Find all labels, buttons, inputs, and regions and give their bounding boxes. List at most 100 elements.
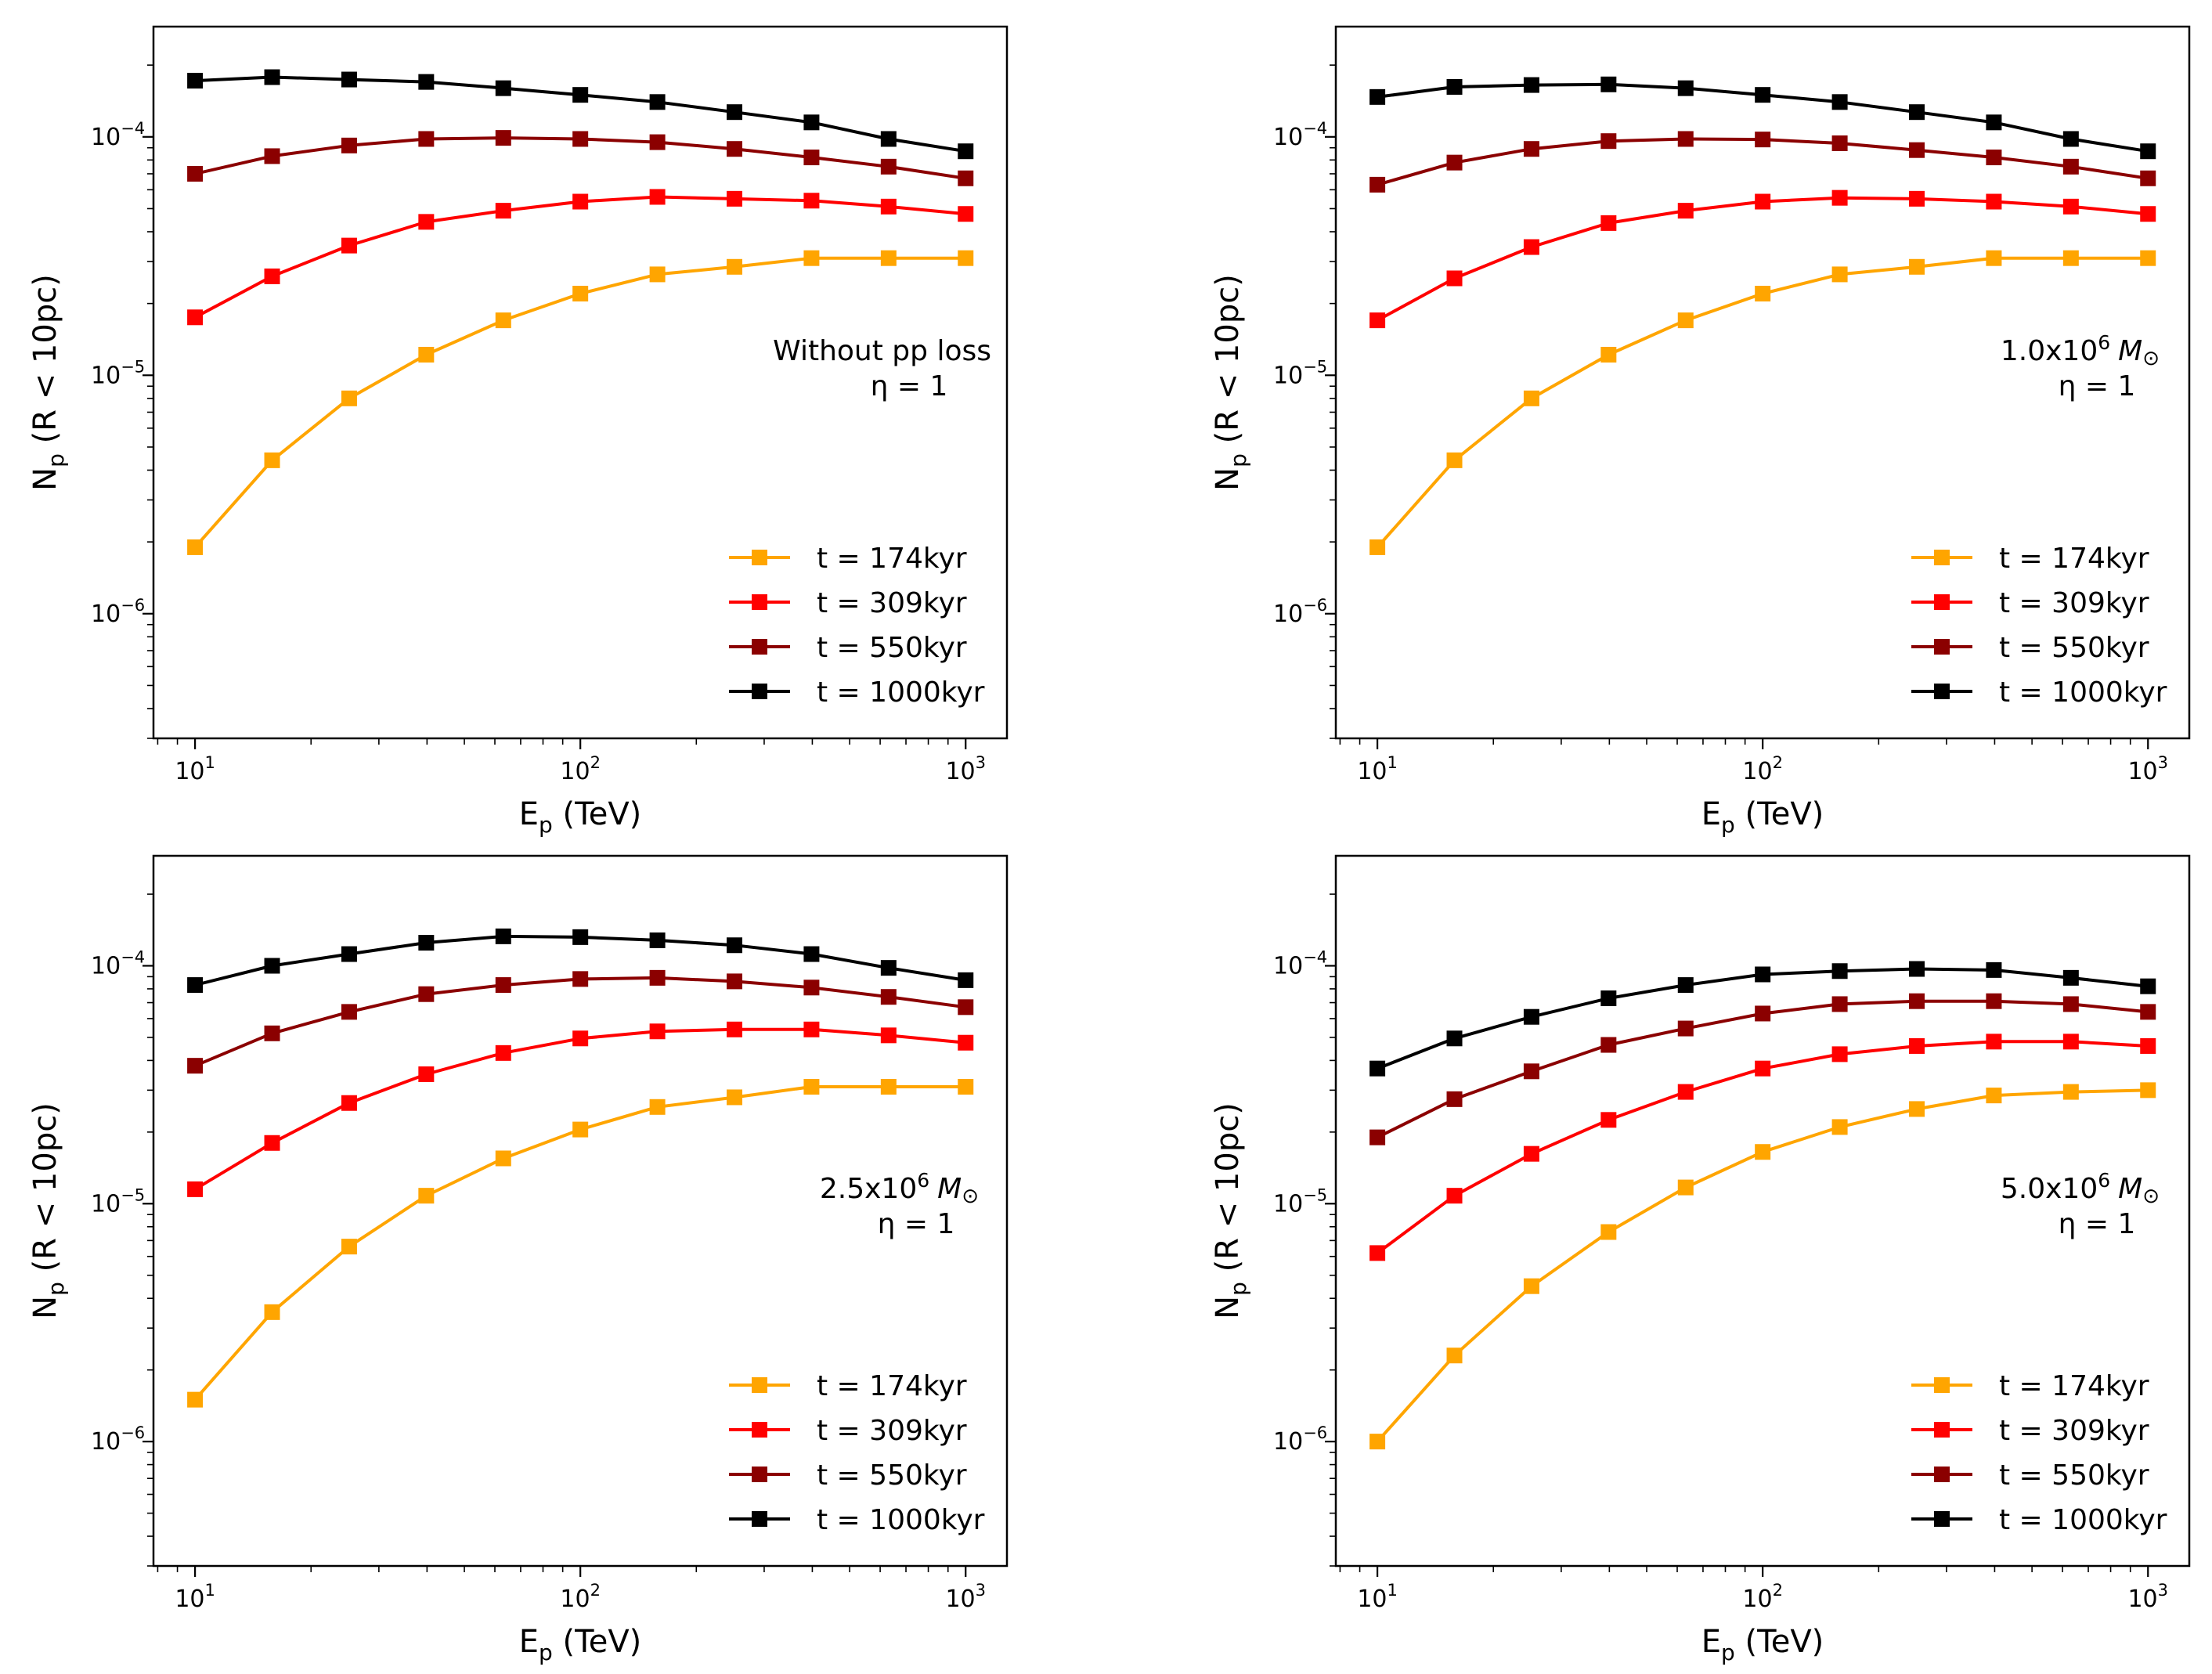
data-point-t550 (341, 1004, 357, 1020)
data-point-t550 (649, 134, 666, 150)
data-point-t174 (1600, 1224, 1617, 1240)
y-tick-label: 10−4 (91, 947, 145, 980)
x-tick-label: 101 (175, 753, 215, 785)
y-axis-label: Np (R < 10pc) (1210, 1102, 1251, 1319)
x-tick-label: 103 (2127, 753, 2168, 785)
data-point-t1000 (495, 80, 511, 96)
legend-marker-t174 (752, 550, 767, 565)
y-tick-label: 10−4 (1273, 119, 1327, 151)
data-point-t550 (264, 1025, 280, 1041)
data-point-t174 (2062, 250, 2079, 266)
y-tick-label: 10−6 (91, 1423, 145, 1456)
data-point-t174 (727, 1089, 743, 1106)
data-point-t174 (880, 250, 897, 266)
legend-marker-t309 (1934, 594, 1950, 610)
legend-label: t = 309kyr (1999, 587, 2149, 619)
legend-marker-t309 (752, 1422, 767, 1438)
data-point-t550 (880, 989, 897, 1005)
x-tick-label: 102 (560, 1581, 601, 1613)
data-point-t550 (572, 971, 589, 987)
data-point-t174 (1986, 1088, 2002, 1104)
x-tick-label: 102 (560, 753, 601, 785)
data-point-t550 (1831, 135, 1848, 151)
data-point-t174 (1523, 1278, 1539, 1294)
data-point-t1000 (1523, 1008, 1539, 1025)
y-tick-label: 10−6 (1273, 596, 1327, 628)
data-point-t1000 (880, 131, 897, 147)
y-tick-label: 10−4 (91, 119, 145, 151)
data-point-t1000 (264, 69, 280, 85)
data-point-t174 (1831, 266, 1848, 283)
data-point-t1000 (572, 87, 589, 103)
data-point-t550 (495, 130, 511, 146)
data-point-t309 (1831, 189, 1848, 206)
data-point-t174 (572, 286, 589, 302)
x-tick-label: 102 (1742, 753, 1783, 785)
x-axis-label: Ep (TeV) (1701, 796, 1824, 838)
data-point-t1000 (1446, 79, 1463, 96)
data-point-t309 (958, 206, 974, 222)
y-axis-label: Np (R < 10pc) (27, 274, 69, 491)
legend-marker-t550 (752, 639, 767, 655)
y-tick-label: 10−5 (1273, 357, 1327, 389)
data-point-t1000 (187, 977, 204, 994)
data-point-t550 (1369, 1129, 1386, 1145)
data-point-t550 (727, 141, 743, 157)
data-point-t1000 (1600, 76, 1617, 92)
data-point-t174 (649, 266, 666, 283)
chart-panel-top-right: 101 102 103 10−6 10−5 10−4 Ep (TeV) Np (R < 10p… (1210, 25, 2191, 838)
data-point-t174 (187, 539, 204, 555)
annotation-line-2: η = 1 (871, 370, 948, 402)
y-axis-label: Np (R < 10pc) (27, 1102, 69, 1319)
legend-label: t = 174kyr (1999, 1370, 2149, 1402)
y-tick-label: 10−5 (91, 357, 145, 389)
data-point-t550 (880, 158, 897, 175)
legend-label: t = 550kyr (1999, 1459, 2149, 1492)
data-point-t550 (2062, 996, 2079, 1012)
legend-label: t = 174kyr (817, 1370, 967, 1402)
data-point-t174 (1986, 250, 2002, 266)
data-point-t309 (341, 1095, 357, 1111)
data-point-t1000 (1831, 94, 1848, 110)
data-point-t309 (1755, 1060, 1771, 1077)
y-tick-label: 10−5 (1273, 1185, 1327, 1218)
data-point-t174 (572, 1121, 589, 1138)
data-point-t309 (727, 190, 743, 207)
data-point-t309 (1523, 1145, 1539, 1162)
legend-label: t = 550kyr (817, 1459, 967, 1492)
data-point-t174 (803, 250, 820, 266)
data-point-t309 (495, 203, 511, 219)
data-point-t1000 (1677, 977, 1694, 994)
data-point-t550 (1446, 1091, 1463, 1107)
data-point-t174 (264, 1304, 280, 1320)
data-point-t174 (1523, 390, 1539, 406)
data-point-t1000 (958, 972, 974, 988)
data-point-t1000 (1446, 1030, 1463, 1047)
annotation-eta: η = 1 (2059, 370, 2136, 402)
annotation-mass: 5.0x106 M⊙ (2001, 1169, 2160, 1208)
data-point-t309 (1909, 1037, 1925, 1054)
x-tick-label: 103 (2127, 1581, 2168, 1613)
data-point-t550 (2062, 158, 2079, 175)
data-point-t550 (1986, 150, 2002, 166)
data-point-t309 (958, 1034, 974, 1051)
data-point-t550 (1909, 142, 1925, 158)
data-point-t1000 (1909, 961, 1925, 977)
data-point-t309 (418, 214, 435, 230)
data-point-t309 (264, 1135, 280, 1151)
data-point-t550 (803, 980, 820, 996)
legend-marker-t174 (1934, 1377, 1950, 1393)
data-point-t550 (264, 148, 280, 164)
data-point-t1000 (264, 958, 280, 974)
chart-panel-bottom-left: 101 102 103 10−6 10−5 10−4 Ep (TeV) Np (R < 10p… (27, 854, 1009, 1665)
data-point-t174 (958, 1079, 974, 1095)
x-tick-label: 103 (945, 1581, 986, 1613)
data-point-t174 (1831, 1119, 1848, 1135)
legend-label: t = 1000kyr (1999, 1504, 2167, 1536)
data-point-t550 (1909, 993, 1925, 1009)
data-point-t174 (341, 390, 357, 406)
y-tick-label: 10−5 (91, 1185, 145, 1218)
legend-marker-t1000 (752, 684, 767, 699)
data-point-t1000 (1523, 77, 1539, 93)
data-point-t550 (418, 131, 435, 147)
